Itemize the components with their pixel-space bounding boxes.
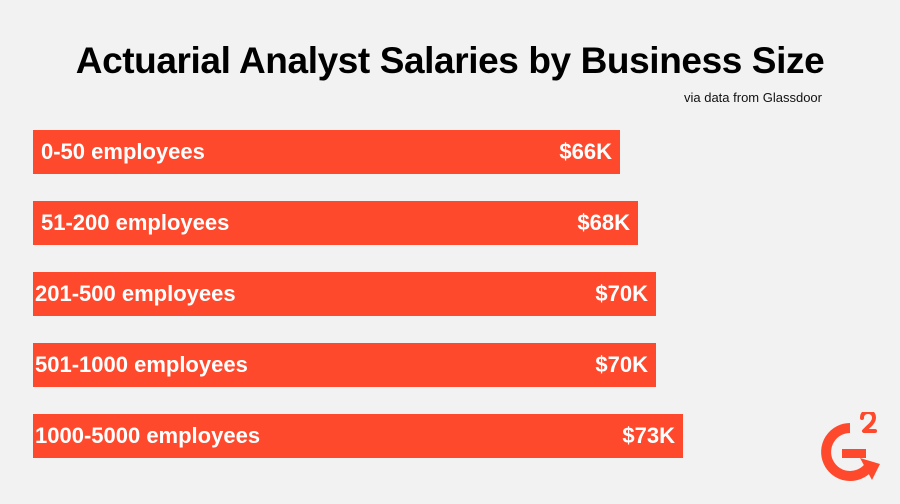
chart-subtitle: via data from Glassdoor bbox=[683, 90, 822, 105]
chart-title: Actuarial Analyst Salaries by Business S… bbox=[75, 40, 825, 81]
bar-category-label: 501-1000 employees bbox=[35, 352, 248, 377]
bar-category-label: 1000-5000 employees bbox=[35, 423, 261, 448]
bar: 1000-5000 employees $73K bbox=[33, 414, 683, 458]
bar-value-label: $66K bbox=[559, 139, 612, 164]
bar-value-label: $68K bbox=[577, 210, 630, 235]
bar-category-label: 201-500 employees bbox=[35, 281, 236, 306]
bar-category-label: 51-200 employees bbox=[41, 210, 230, 235]
g2-logo-icon bbox=[821, 412, 880, 481]
bar-value-label: $70K bbox=[595, 352, 648, 377]
bar-value-label: $73K bbox=[622, 423, 675, 448]
bar: 0-50 employees $66K bbox=[33, 130, 620, 174]
bar: 501-1000 employees $70K bbox=[33, 343, 656, 387]
bar: 201-500 employees $70K bbox=[33, 272, 656, 316]
bar-value-label: $70K bbox=[595, 281, 648, 306]
bar-category-label: 0-50 employees bbox=[41, 139, 205, 164]
bar: 51-200 employees $68K bbox=[33, 201, 638, 245]
